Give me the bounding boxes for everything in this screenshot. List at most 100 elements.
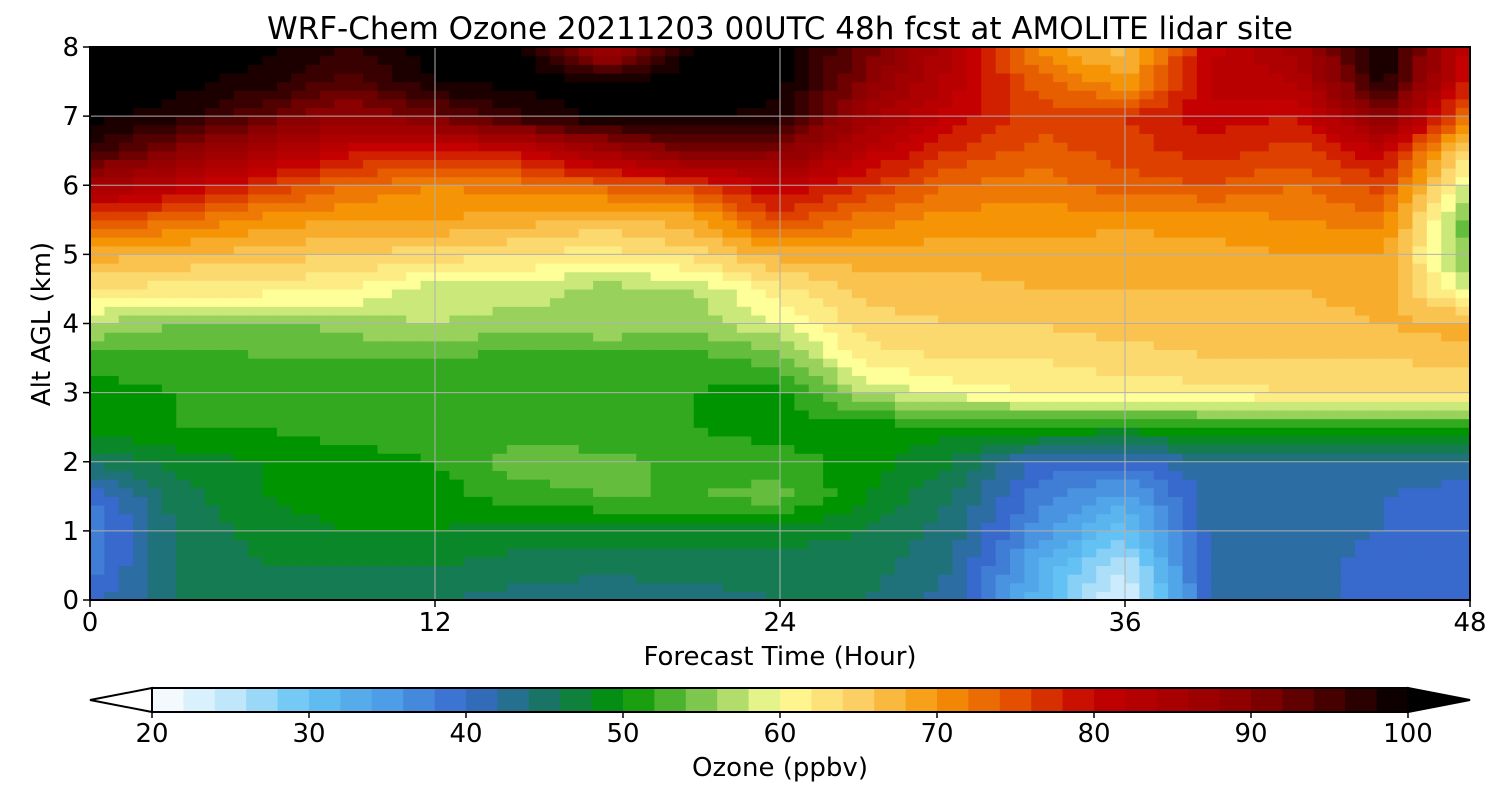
heatmap-cell: [909, 47, 925, 57]
heatmap-cell: [1081, 98, 1097, 109]
heatmap-cell: [751, 461, 767, 471]
heatmap-cell: [463, 574, 479, 584]
heatmap-cell: [521, 159, 537, 169]
heatmap-cell: [765, 219, 781, 230]
heatmap-cell: [334, 237, 350, 247]
heatmap-cell: [636, 116, 652, 126]
heatmap-cell: [233, 159, 249, 169]
heatmap-cell: [276, 418, 292, 428]
heatmap-cell: [650, 444, 666, 454]
heatmap-cell: [895, 582, 910, 592]
heatmap-cell: [435, 150, 450, 160]
heatmap-cell: [506, 548, 522, 558]
heatmap-cell: [780, 591, 795, 601]
heatmap-cell: [751, 522, 767, 532]
heatmap-cell: [564, 556, 580, 567]
heatmap-cell: [736, 90, 752, 100]
heatmap-cell: [190, 150, 206, 160]
heatmap-cell: [1067, 574, 1083, 584]
heatmap-cell: [320, 427, 335, 437]
heatmap-cell: [363, 453, 379, 463]
heatmap-cell: [593, 383, 609, 394]
heatmap-cell: [262, 185, 278, 195]
heatmap-cell: [938, 202, 954, 212]
heatmap-cell: [952, 340, 968, 351]
heatmap-cell: [305, 366, 321, 376]
heatmap-cell: [90, 383, 105, 394]
heatmap-cell: [722, 98, 738, 109]
heatmap-cell: [981, 245, 997, 255]
heatmap-cell: [506, 470, 522, 480]
heatmap-cell: [693, 522, 709, 532]
heatmap-cell: [722, 193, 738, 204]
heatmap-cell: [765, 530, 781, 541]
heatmap-cell: [794, 159, 810, 169]
heatmap-cell: [334, 358, 350, 368]
heatmap-cell: [578, 323, 594, 333]
heatmap-cell: [248, 565, 264, 575]
heatmap-cell: [291, 383, 307, 394]
heatmap-cell: [348, 565, 364, 575]
heatmap-cell: [147, 366, 163, 376]
heatmap-cell: [1110, 107, 1126, 117]
heatmap-cell: [348, 496, 364, 506]
heatmap-cell: [593, 453, 609, 463]
heatmap-cell: [1038, 306, 1054, 316]
heatmap-cell: [693, 444, 709, 454]
heatmap-cell: [880, 366, 896, 376]
heatmap-cell: [880, 150, 896, 160]
heatmap-cell: [492, 314, 508, 325]
heatmap-cell: [895, 591, 910, 601]
heatmap-cell: [765, 479, 781, 489]
heatmap-cell: [262, 496, 278, 506]
heatmap-cell: [607, 496, 623, 506]
heatmap-cell: [866, 263, 882, 273]
heatmap-cell: [133, 418, 149, 428]
heatmap-cell: [650, 418, 666, 428]
heatmap-cell: [823, 340, 839, 351]
heatmap-cell: [650, 306, 666, 316]
heatmap-cell: [363, 401, 379, 411]
heatmap-cell: [1196, 306, 1212, 316]
heatmap-cell: [1196, 392, 1212, 402]
heatmap-cell: [1110, 306, 1126, 316]
heatmap-cell: [233, 496, 249, 506]
heatmap-cell: [837, 444, 853, 454]
heatmap-cell: [909, 211, 925, 221]
heatmap-cell: [1081, 340, 1097, 351]
heatmap-cell: [492, 444, 508, 454]
heatmap-cell: [492, 193, 508, 204]
heatmap-cell: [176, 323, 192, 333]
heatmap-cell: [1168, 522, 1184, 532]
heatmap-cell: [291, 271, 307, 281]
heatmap-cell: [205, 150, 220, 160]
heatmap-cell: [377, 280, 393, 290]
heatmap-cell: [823, 513, 839, 523]
heatmap-cell: [1196, 159, 1212, 169]
heatmap-cell: [406, 64, 422, 74]
heatmap-cell: [1153, 332, 1169, 342]
heatmap-cell: [104, 90, 120, 100]
heatmap-cell: [923, 263, 939, 273]
heatmap-cell: [334, 185, 350, 195]
heatmap-cell: [578, 548, 594, 558]
heatmap-cell: [463, 254, 479, 264]
heatmap-cell: [190, 522, 206, 532]
heatmap-cell: [233, 124, 249, 135]
heatmap-cell: [736, 280, 752, 290]
heatmap-cell: [550, 427, 565, 437]
heatmap-cell: [478, 375, 494, 385]
heatmap-cell: [492, 142, 508, 152]
heatmap-cell: [1110, 90, 1126, 100]
heatmap-cell: [190, 427, 206, 437]
heatmap-cell: [1081, 167, 1097, 178]
heatmap-cell: [161, 435, 177, 446]
heatmap-cell: [334, 306, 350, 316]
heatmap-cell: [219, 245, 235, 255]
heatmap-cell: [420, 349, 436, 359]
heatmap-cell: [205, 280, 220, 290]
heatmap-cell: [305, 271, 321, 281]
heatmap-cell: [391, 349, 407, 359]
heatmap-cell: [133, 323, 149, 333]
heatmap-cell: [90, 81, 105, 91]
